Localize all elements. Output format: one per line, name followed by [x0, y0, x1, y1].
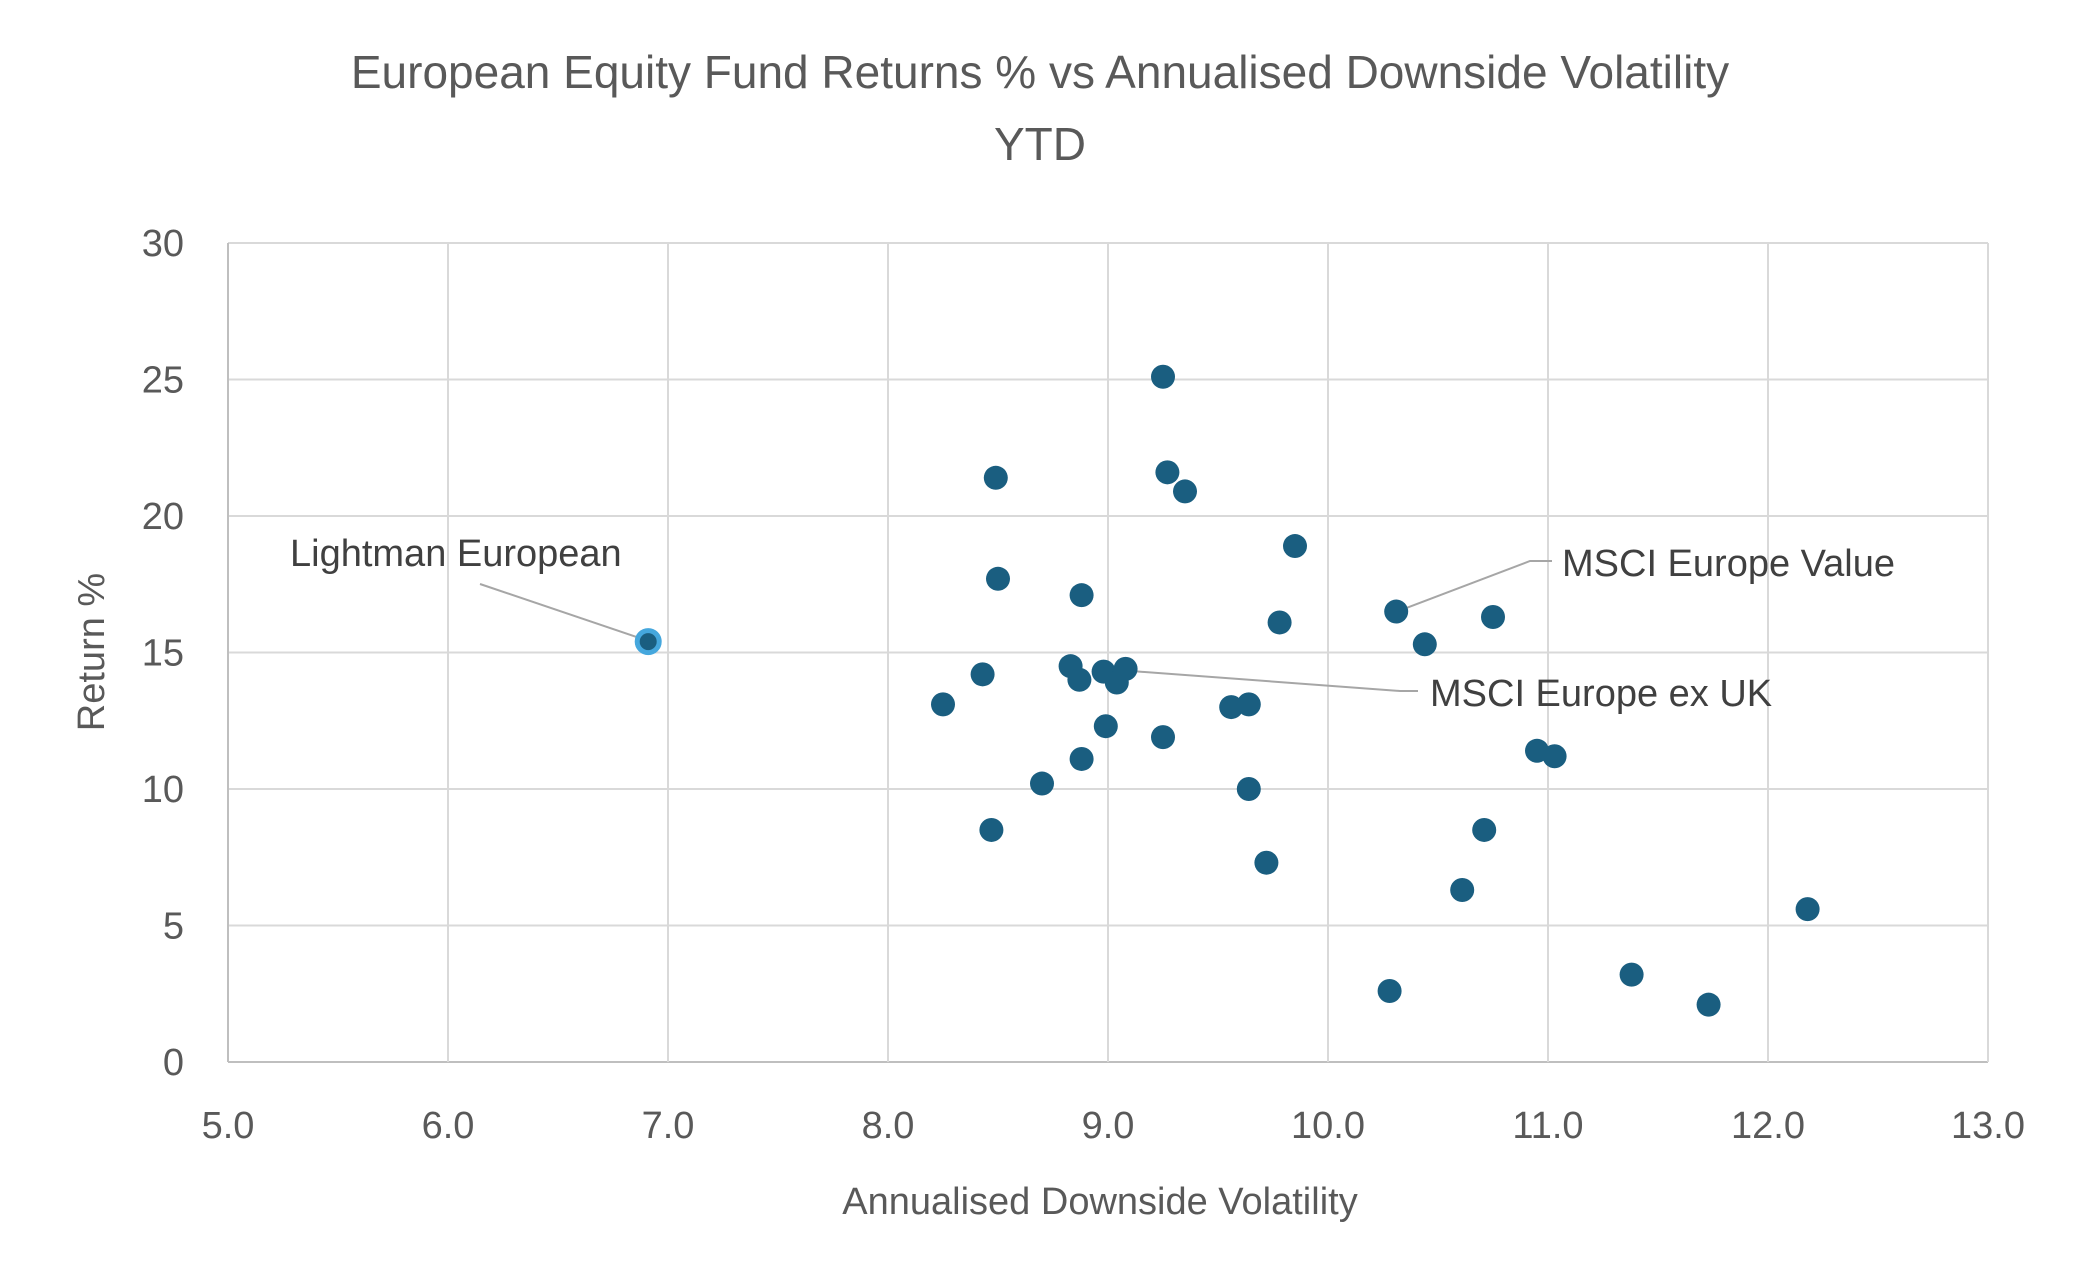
data-point — [1113, 656, 1138, 681]
x-tick-label: 5.0 — [202, 1105, 255, 1147]
data-point — [1093, 714, 1118, 739]
data-point — [1412, 632, 1437, 657]
x-tick-label: 7.0 — [642, 1105, 695, 1147]
data-point — [1267, 610, 1292, 635]
highlight-point — [634, 628, 662, 656]
data-point — [1619, 962, 1644, 987]
data-point — [1795, 897, 1820, 922]
chart-title: European Equity Fund Returns % vs Annual… — [351, 46, 1729, 98]
data-point — [1696, 992, 1721, 1017]
x-axis-ticks: 5.0 6.0 7.0 8.0 9.0 10.0 11.0 12.0 13.0 — [202, 1105, 2025, 1147]
x-axis-title: Annualised Downside Volatility — [842, 1181, 1357, 1223]
y-axis-title: Return % — [71, 573, 113, 731]
data-point — [1069, 746, 1094, 771]
data-point — [1236, 777, 1261, 801]
y-tick-label: 30 — [142, 223, 184, 265]
data-point — [970, 662, 995, 687]
x-tick-label: 12.0 — [1731, 1105, 1805, 1147]
x-tick-label: 11.0 — [1512, 1105, 1583, 1147]
y-axis-ticks: 0 5 10 15 20 25 30 — [142, 223, 184, 1084]
data-point — [1384, 599, 1409, 624]
data-point — [1151, 364, 1175, 389]
data-point — [1155, 460, 1180, 485]
label-lightman-european: Lightman European — [290, 533, 622, 575]
chart-subtitle: YTD — [994, 118, 1086, 170]
data-point — [1254, 850, 1279, 875]
data-point — [1481, 605, 1505, 630]
x-tick-label: 10.0 — [1291, 1105, 1365, 1147]
data-point — [983, 465, 1008, 490]
data-point — [1173, 479, 1197, 504]
leader-msci-europe-ex-uk — [1129, 669, 1418, 692]
y-tick-label: 20 — [142, 496, 184, 538]
y-tick-label: 15 — [142, 633, 184, 675]
leader-msci-europe-value — [1401, 560, 1552, 611]
annotation-leaders — [479, 560, 1552, 692]
data-points — [634, 364, 1820, 1017]
x-tick-label: 13.0 — [1951, 1105, 2025, 1147]
x-tick-label: 8.0 — [862, 1105, 915, 1147]
y-tick-label: 25 — [142, 360, 184, 402]
data-point — [1542, 744, 1567, 769]
label-msci-europe-ex-uk: MSCI Europe ex UK — [1430, 673, 1772, 715]
data-point — [1283, 534, 1307, 559]
data-point — [1067, 667, 1092, 692]
data-point — [931, 692, 955, 717]
leader-lightman-european — [479, 583, 645, 641]
data-point — [979, 817, 1004, 842]
x-tick-label: 9.0 — [1082, 1105, 1135, 1147]
annotations: Lightman European MSCI Europe Value MSCI E… — [290, 533, 1895, 715]
x-tick-label: 6.0 — [422, 1105, 475, 1147]
data-point — [1377, 979, 1402, 1004]
y-tick-label: 5 — [163, 906, 184, 948]
y-tick-label: 10 — [142, 769, 184, 811]
data-point — [1236, 692, 1261, 717]
y-tick-label: 0 — [163, 1042, 184, 1084]
data-point — [1219, 695, 1244, 720]
gridlines — [227, 242, 1989, 1063]
data-point — [1069, 583, 1094, 608]
data-point — [1472, 817, 1497, 842]
data-point — [1030, 771, 1054, 796]
data-point — [1151, 725, 1175, 750]
data-point — [986, 566, 1010, 591]
label-msci-europe-value: MSCI Europe Value — [1562, 543, 1895, 585]
data-point — [1450, 878, 1475, 903]
